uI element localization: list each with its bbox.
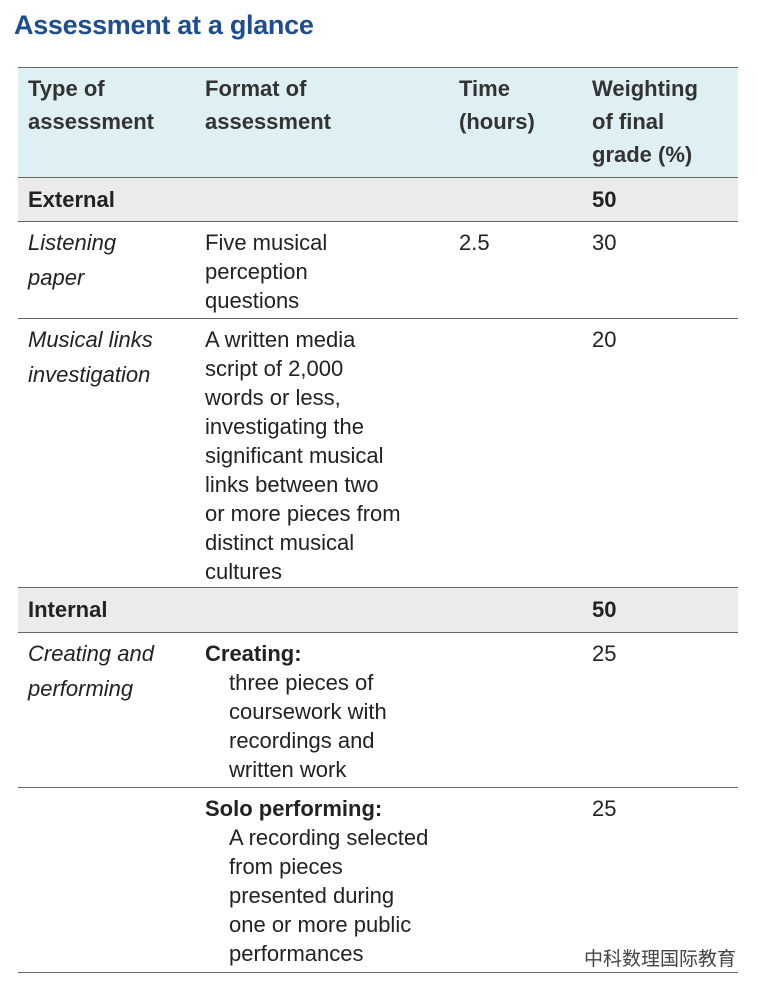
- text-line: perception: [205, 259, 308, 284]
- row-rule: [18, 587, 738, 588]
- assessment-table: Type of assessment Format of assessment Time…: [18, 67, 738, 973]
- text-line: words or less,: [205, 385, 341, 410]
- row-rule: [18, 221, 738, 222]
- weighting: 50: [592, 185, 616, 214]
- text-line: 2.5: [459, 230, 490, 255]
- text-line: significant musical: [205, 443, 384, 468]
- text-line: distinct musical: [205, 530, 355, 555]
- text-line: Musical links: [28, 327, 153, 352]
- text-line: presented during: [229, 883, 395, 908]
- row-rule: [18, 177, 738, 178]
- header-cell: Time (hours): [459, 72, 535, 138]
- text-line: assessment: [28, 109, 154, 134]
- weighting: 50: [592, 595, 616, 624]
- text-line: written work: [229, 757, 347, 782]
- text-line: script of 2,000: [205, 356, 344, 381]
- text-line: coursework with: [229, 699, 387, 724]
- row-rule: [18, 318, 738, 319]
- text-line: External: [28, 187, 115, 212]
- text-line: Weighting: [592, 76, 698, 101]
- weighting: 20: [592, 325, 616, 354]
- row-rule: [18, 632, 738, 633]
- assessment-format: Creating: three pieces of coursework with r…: [205, 639, 387, 784]
- text-line: Listening: [28, 230, 117, 255]
- text-line: questions: [205, 288, 300, 313]
- weighting: 25: [592, 794, 616, 823]
- weighting: 30: [592, 228, 616, 257]
- text-line: of final: [592, 109, 665, 134]
- time: 2.5: [459, 228, 490, 257]
- assessment-type: Musical links investigation: [28, 322, 153, 392]
- text-line: performances: [229, 941, 364, 966]
- header-cell: Type of assessment: [28, 72, 154, 138]
- text-line: Type of: [28, 76, 105, 101]
- text-line: grade (%): [592, 142, 693, 167]
- assessment-type: Listening paper: [28, 225, 116, 295]
- title: Assessment at a glance: [14, 10, 314, 40]
- text-line: assessment: [205, 109, 331, 134]
- text-line: Time: [459, 76, 510, 101]
- assessment-format: Solo performing: A recording selected from…: [205, 794, 428, 968]
- assessment-type: Creating and performing: [28, 636, 154, 706]
- text-line: Creating and: [28, 641, 154, 666]
- text-line: or more pieces from: [205, 501, 401, 526]
- text-line: links between two: [205, 472, 379, 497]
- text-line: Creating:: [205, 641, 302, 666]
- text-line: Solo performing:: [205, 796, 383, 821]
- text-line: Five musical: [205, 230, 328, 255]
- text-line: performing: [28, 676, 134, 701]
- weighting: 25: [592, 639, 616, 668]
- assessment-format: A written media script of 2,000 words or l…: [205, 325, 401, 586]
- text-line: investigation: [28, 362, 151, 387]
- text-line: 30: [592, 230, 617, 255]
- text-line: investigating the: [205, 414, 364, 439]
- header-cell: Format of assessment: [205, 72, 331, 138]
- text-line: three pieces of: [229, 670, 374, 695]
- assessment-format: Five musical perception questions: [205, 228, 327, 315]
- header-cell: Weighting of final grade (%): [592, 72, 698, 171]
- text-line: 25: [592, 641, 617, 666]
- text-line: A written media: [205, 327, 356, 352]
- header-background: [18, 67, 738, 177]
- text-line: (hours): [459, 109, 535, 134]
- text-line: Format of: [205, 76, 307, 101]
- row-rule: [18, 787, 738, 788]
- section-label: Internal: [28, 595, 107, 624]
- section-background: [18, 587, 738, 632]
- section-background: [18, 177, 738, 221]
- section-label: External: [28, 185, 115, 214]
- text-line: paper: [28, 265, 85, 290]
- text-line: Internal: [28, 597, 108, 622]
- text-line: recordings and: [229, 728, 375, 753]
- text-line: one or more public: [229, 912, 412, 937]
- row-rule: [18, 67, 738, 68]
- text-line: 20: [592, 327, 617, 352]
- text-line: A recording selected: [229, 825, 429, 850]
- watermark: 中科数理国际教育: [583, 949, 736, 970]
- text-line: 50: [592, 597, 617, 622]
- text-line: cultures: [205, 559, 283, 584]
- text-line: from pieces: [229, 854, 343, 879]
- text-line: 50: [592, 187, 617, 212]
- text-line: 25: [592, 796, 617, 821]
- row-rule: [18, 972, 738, 973]
